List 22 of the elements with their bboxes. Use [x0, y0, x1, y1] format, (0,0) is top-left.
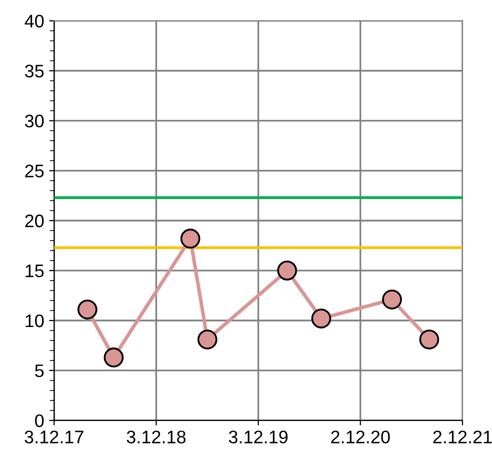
y-tick-label: 15 — [26, 264, 44, 278]
y-tick-label: 0 — [35, 414, 44, 428]
x-tick-label: 3.12.17 — [24, 430, 84, 444]
x-tick-label: 3.12.18 — [126, 430, 186, 444]
point — [382, 290, 402, 310]
point — [104, 348, 124, 368]
point — [197, 330, 218, 350]
y-tick-label: 25 — [25, 164, 44, 178]
point — [277, 260, 298, 280]
y-tick-label: 20 — [25, 214, 44, 228]
point — [77, 300, 98, 320]
y-tick-label: 35 — [25, 64, 44, 78]
x-tick-label: 2.12.20 — [331, 430, 390, 444]
y-tick-label: 40 — [24, 14, 44, 28]
point — [419, 330, 440, 350]
y-tick-label: 30 — [25, 114, 44, 128]
y-tick-label: 10 — [26, 314, 44, 328]
point — [180, 228, 200, 249]
y-tick-label: 5 — [35, 364, 44, 378]
x-tick-label: 2.12.21 — [433, 430, 492, 444]
x-tick-label: 3.12.19 — [228, 430, 288, 444]
point — [311, 308, 332, 328]
